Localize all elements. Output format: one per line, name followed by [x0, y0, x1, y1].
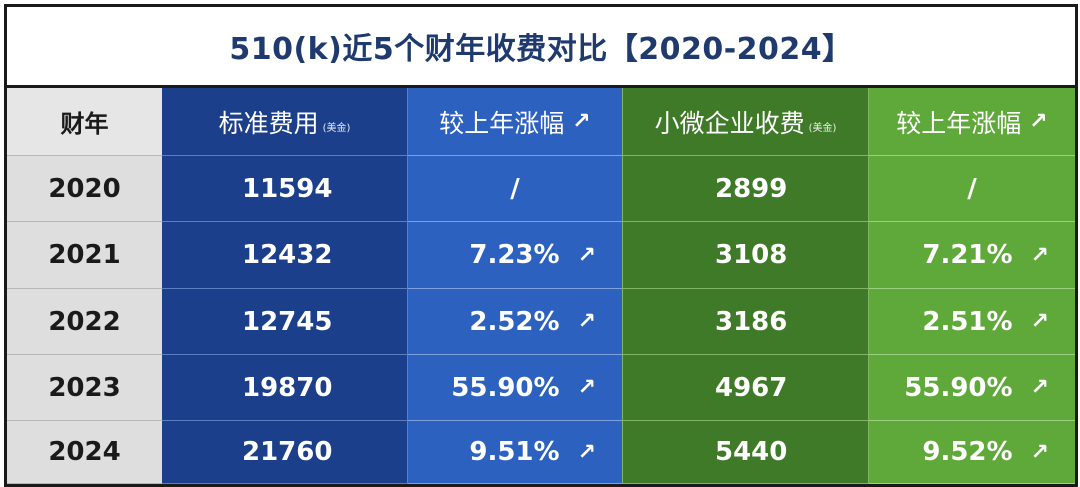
- row-year: 2024: [7, 421, 162, 484]
- header-standard-unit: (美金): [322, 123, 351, 134]
- row-year: 2022: [7, 289, 162, 355]
- header-small-unit: (美金): [808, 123, 837, 134]
- small-fee-value: 5440: [622, 421, 869, 484]
- up-arrow-icon: ↗: [577, 439, 596, 465]
- up-arrow-icon: ↗: [1030, 375, 1049, 400]
- small-fee-value: 3108: [622, 222, 869, 289]
- small-fee-value: 3186: [622, 289, 869, 355]
- header-standard-fee: 标准费用 (美金): [162, 88, 408, 156]
- standard-fee-value: 12745: [162, 289, 408, 355]
- small-change-value: 9.52% ↗: [869, 421, 1075, 484]
- header-small-fee: 小微企业收费 (美金): [622, 88, 869, 156]
- standard-change-value: 7.23% ↗: [408, 222, 622, 289]
- standard-change-value: 2.52% ↗: [408, 289, 622, 355]
- standard-change-value: /: [408, 156, 622, 222]
- up-arrow-icon: ↗: [1030, 309, 1049, 334]
- standard-change-value: 55.90% ↗: [408, 355, 622, 421]
- table-title: 510(k)近5个财年收费对比【2020-2024】: [229, 32, 853, 67]
- small-fee-value: 4967: [622, 355, 869, 421]
- up-arrow-icon: ↗: [1029, 109, 1048, 134]
- standard-fee-value: 12432: [162, 222, 408, 289]
- header-small-change: 较上年涨幅 ↗: [869, 88, 1075, 156]
- up-arrow-icon: ↗: [577, 375, 596, 400]
- standard-fee-value: 21760: [162, 421, 408, 484]
- up-arrow-icon: ↗: [577, 242, 596, 268]
- header-standard-change: 较上年涨幅 ↗: [408, 88, 622, 156]
- standard-change-value: 9.51% ↗: [408, 421, 622, 484]
- small-change-value: 2.51% ↗: [869, 289, 1075, 355]
- row-year: 2020: [7, 156, 162, 222]
- up-arrow-icon: ↗: [572, 109, 591, 134]
- table-title-bar: 510(k)近5个财年收费对比【2020-2024】: [7, 7, 1075, 88]
- standard-fee-value: 11594: [162, 156, 408, 222]
- row-year: 2023: [7, 355, 162, 421]
- row-year: 2021: [7, 222, 162, 289]
- standard-fee-value: 19870: [162, 355, 408, 421]
- up-arrow-icon: ↗: [577, 309, 596, 334]
- up-arrow-icon: ↗: [1030, 439, 1049, 465]
- up-arrow-icon: ↗: [1030, 242, 1049, 268]
- table-grid: 财年 标准费用 (美金) 较上年涨幅 ↗ 小微企业收费 (美金) 较上年涨幅 ↗…: [7, 88, 1075, 484]
- small-change-value: 55.90% ↗: [869, 355, 1075, 421]
- small-fee-value: 2899: [622, 156, 869, 222]
- fee-comparison-table: 510(k)近5个财年收费对比【2020-2024】 财年 标准费用 (美金) …: [4, 4, 1078, 487]
- small-change-value: 7.21% ↗: [869, 222, 1075, 289]
- header-year: 财年: [7, 88, 162, 156]
- small-change-value: /: [869, 156, 1075, 222]
